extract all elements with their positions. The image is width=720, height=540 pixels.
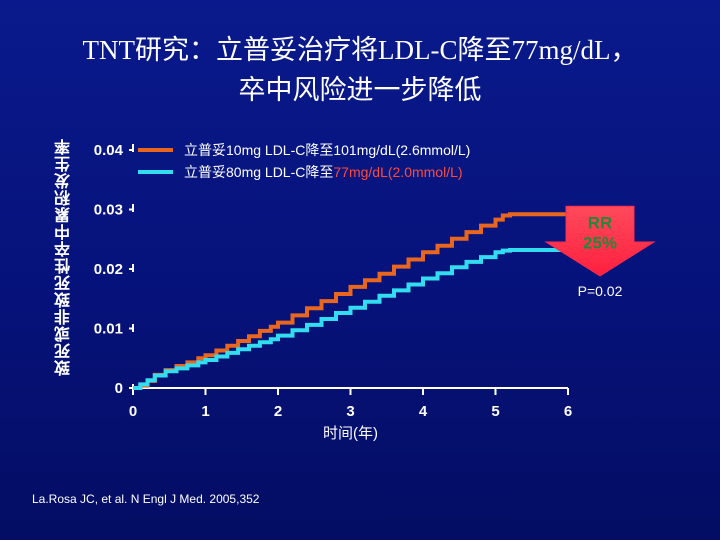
p-value-label: P=0.02 — [578, 283, 623, 299]
rr-label-percent: 25% — [583, 233, 617, 252]
legend: 立普妥10mg LDL-C降至101mg/dL(2.6mmol/L) 立普妥80m… — [138, 142, 470, 180]
axes: 0 0.01 0.02 0.03 0.04 0 1 2 3 4 5 6 时间(年) — [94, 142, 572, 442]
x-tick-label: 2 — [274, 403, 282, 420]
y-tick-label: 0.02 — [94, 261, 123, 278]
citation: La.Rosa JC, et al. N Engl J Med. 2005,35… — [32, 492, 260, 506]
slide-title: TNT研究：立普妥治疗将LDL-C降至77mg/dL， 卒中风险进一步降低 — [0, 30, 720, 110]
legend-entry-2: 立普妥80mg LDL-C降至77mg/dL(2.0mmol/L) — [184, 164, 463, 180]
y-tick-label: 0.04 — [94, 142, 124, 159]
rr-label-rr: RR — [588, 213, 613, 232]
y-tick-label: 0.01 — [94, 321, 123, 338]
x-tick-label: 5 — [491, 403, 499, 420]
y-tick-label: 0 — [115, 380, 123, 397]
y-tick-label: 0.03 — [94, 202, 123, 219]
legend-entry-1: 立普妥10mg LDL-C降至101mg/dL(2.6mmol/L) — [184, 142, 470, 158]
series-lines — [133, 212, 568, 390]
x-axis-label: 时间(年) — [323, 425, 378, 442]
x-tick-label: 4 — [419, 403, 428, 420]
x-tick-label: 3 — [346, 403, 354, 420]
x-tick-label: 1 — [201, 403, 209, 420]
series-line-2 — [133, 248, 568, 390]
slide-title-line1: TNT研究：立普妥治疗将LDL-C降至77mg/dL， — [82, 35, 638, 65]
x-tick-label: 0 — [129, 403, 137, 420]
x-tick-label: 6 — [564, 403, 572, 420]
rr-arrow — [544, 205, 656, 277]
slide-title-line2: 卒中风险进一步降低 — [238, 75, 482, 105]
